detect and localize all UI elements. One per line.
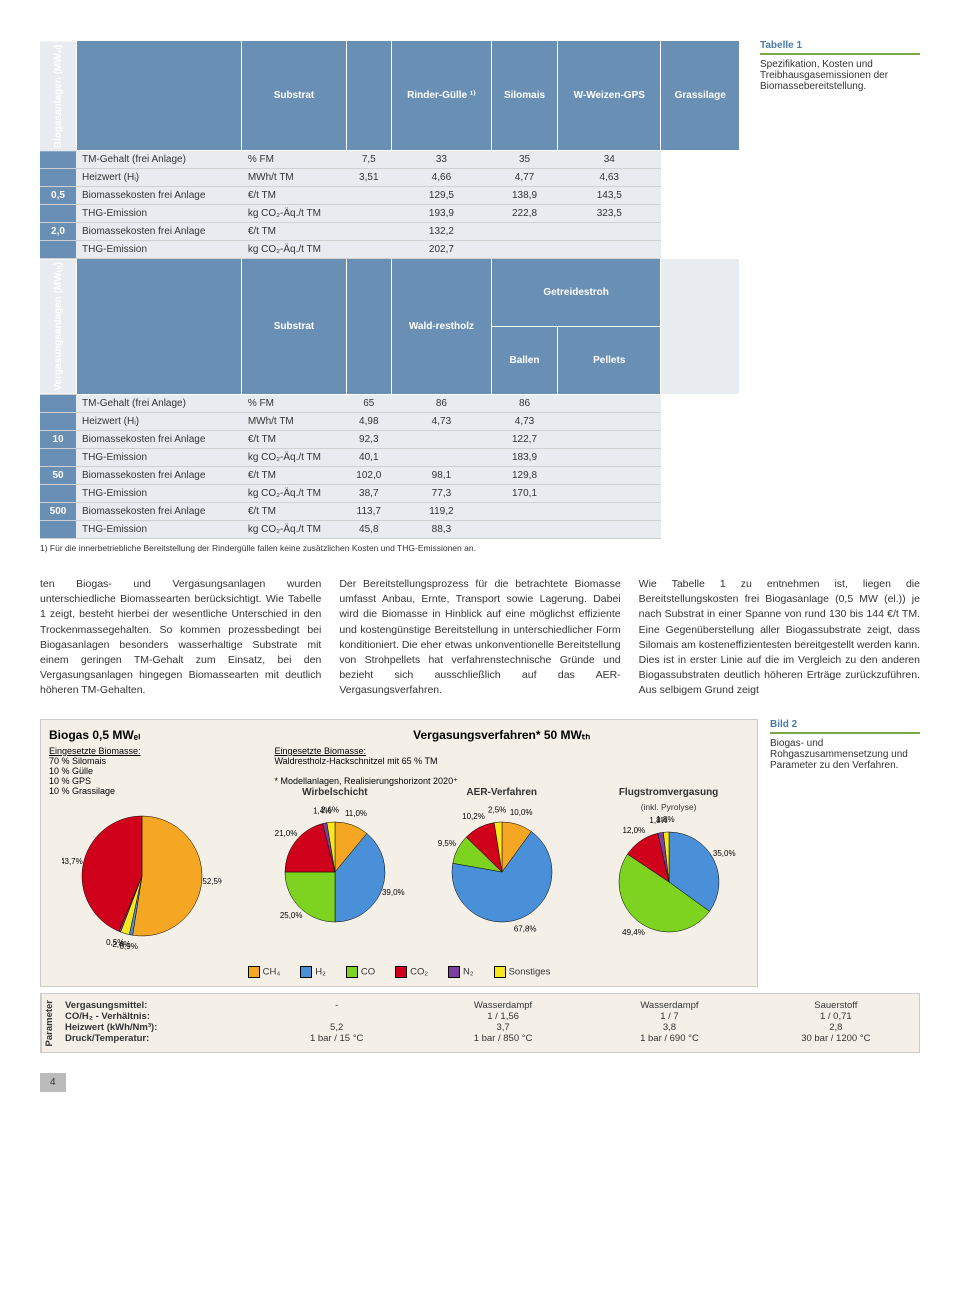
t1s2sh2: Pellets [558, 327, 661, 395]
body-columns: ten Biogas- und Vergasungsanlagen wurden… [40, 577, 920, 699]
svg-text:1,8%: 1,8% [656, 815, 674, 824]
pie-biogas: 52,5%0,9%2,4%0,5%43,7% [49, 796, 234, 956]
table1-caption-text: Spezifikation, Kosten und Treibhausgasem… [760, 59, 888, 92]
legend-item: CO₂ [395, 966, 428, 978]
t1s1h2: Rinder-Gülle ¹⁾ [391, 41, 491, 151]
legend-item: H₂ [300, 966, 326, 978]
t1s2hg [76, 259, 242, 395]
svg-text:10,2%: 10,2% [462, 812, 485, 821]
body-col-3: Wie Tabelle 1 zu entnehmen ist, liegen d… [639, 577, 920, 699]
page-number: 4 [40, 1073, 66, 1092]
table1-wrap: Tabelle 1 Spezifikation, Kosten und Trei… [40, 40, 920, 553]
parameter-box: Parameter Vergasungsmittel:CO/H₂ - Verhä… [40, 993, 920, 1053]
t1s1h1 [346, 41, 391, 151]
svg-text:11,0%: 11,0% [345, 808, 367, 817]
legend-item: N₂ [448, 966, 474, 978]
table1-s1-h-group [76, 41, 242, 151]
table1-s2-vhead: Vergasungsanlagen (MWₜₕ) [40, 259, 76, 395]
svg-text:2,6%: 2,6% [321, 805, 339, 814]
t1s2h1 [346, 259, 391, 395]
t1s2sh0: Wald-restholz [391, 259, 491, 395]
legend-item: CH₄ [248, 966, 281, 978]
svg-text:12,0%: 12,0% [622, 826, 645, 835]
fig-left-sub: Eingesetzte Biomasse: 70 % Silomais10 % … [49, 746, 234, 796]
t1s2sh1: Ballen [491, 327, 557, 395]
svg-text:35,0%: 35,0% [712, 849, 735, 858]
svg-text:9,5%: 9,5% [437, 838, 455, 847]
t1s1h5: Grassilage [661, 41, 740, 151]
t1s1h3: Silomais [491, 41, 557, 151]
svg-text:10,0%: 10,0% [510, 808, 533, 817]
table1-footnote: 1) Für die innerbetriebliche Bereitstell… [40, 543, 920, 553]
figure2-legend: CH₄ H₂ CO CO₂ N₂ Sonstiges [49, 966, 749, 978]
legend-item: CO [346, 966, 375, 978]
t1s2h0: Substrat [242, 259, 346, 395]
figure2-caption-text: Biogas- und Rohgaszusammensetzung und Pa… [770, 738, 908, 771]
t1s1h0: Substrat [242, 41, 346, 151]
right-pies: Wirbelschicht11,0%39,0%25,0%21,0%1,4%2,6… [254, 787, 749, 952]
svg-text:2,5%: 2,5% [488, 805, 506, 814]
fig-right-sub: Eingesetzte Biomasse: Waldrestholz-Hacks… [274, 746, 749, 787]
svg-text:21,0%: 21,0% [275, 829, 298, 838]
svg-text:0,5%: 0,5% [106, 938, 124, 947]
svg-text:52,5%: 52,5% [202, 876, 222, 885]
svg-text:39,0%: 39,0% [382, 888, 405, 897]
t1s1h4: W-Weizen-GPS [558, 41, 661, 151]
svg-text:67,8%: 67,8% [514, 924, 537, 933]
table1: Biogasanlagen (MWₑₗ) Substrat Rinder-Gül… [40, 40, 740, 539]
figure2-box: Biogas 0,5 MWₑₗ Eingesetzte Biomasse: 70… [40, 719, 758, 987]
table1-s1-vhead: Biogasanlagen (MWₑₗ) [40, 41, 76, 151]
svg-text:25,0%: 25,0% [280, 911, 303, 920]
body-col-1: ten Biogas- und Vergasungsanlagen wurden… [40, 577, 321, 699]
figure2-caption-num: Bild 2 [770, 719, 920, 734]
svg-text:43,7%: 43,7% [62, 857, 83, 866]
figure2-caption: Bild 2 Biogas- und Rohgaszusammensetzung… [770, 719, 920, 987]
table1-caption-num: Tabelle 1 [760, 40, 920, 55]
table1-caption: Tabelle 1 Spezifikation, Kosten und Trei… [760, 40, 920, 92]
fig-right-title: Vergasungsverfahren* 50 MWₜₕ [254, 728, 749, 742]
body-col-2: Der Bereitstellungsprozess für die betra… [339, 577, 620, 699]
parameter-head: Parameter [41, 994, 57, 1052]
legend-item: Sonstiges [494, 966, 551, 978]
svg-text:49,4%: 49,4% [622, 928, 645, 937]
t1s2hstroh: Getreidestroh [491, 259, 661, 327]
figure2-wrap: Biogas 0,5 MWₑₗ Eingesetzte Biomasse: 70… [40, 719, 920, 987]
fig-left-title: Biogas 0,5 MWₑₗ [49, 728, 234, 742]
